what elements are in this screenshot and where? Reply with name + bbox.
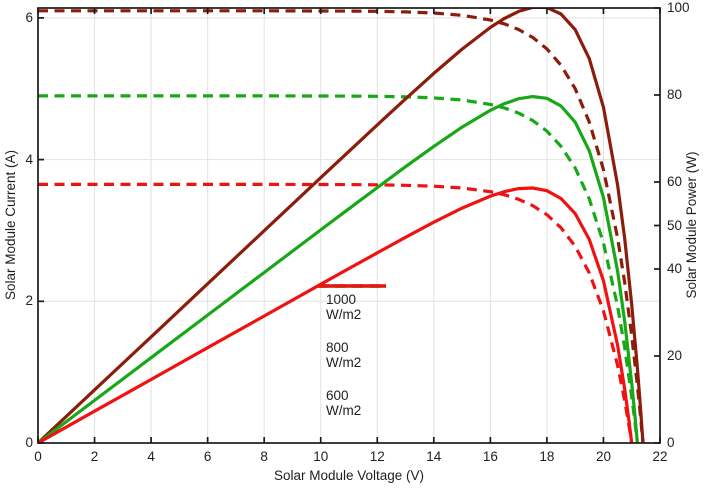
- legend: 1000 W/m2 800 W/m2 600 W/m2: [318, 283, 528, 427]
- left-y-tick-label: 0: [25, 435, 33, 450]
- legend-entry-1000: 1000 W/m2: [318, 283, 528, 331]
- x-tick-label: 8: [260, 449, 268, 464]
- right-y-axis-label: Solar Module Power (W): [684, 151, 699, 299]
- x-tick-label: 2: [90, 449, 99, 464]
- x-tick-label: 4: [147, 449, 155, 464]
- right-y-tick-label: 40: [667, 261, 683, 276]
- legend-entry-600: 600 W/m2: [318, 284, 528, 427]
- x-axis-label: Solar Module Voltage (V): [273, 468, 425, 483]
- x-tick-label: 22: [652, 449, 668, 464]
- x-tick-label: 6: [203, 449, 212, 464]
- pv-curve-1000: [38, 8, 645, 443]
- legend-label-1000: 1000 W/m2: [326, 292, 382, 322]
- right-y-tick-label: 80: [667, 87, 683, 102]
- x-tick-label: 10: [313, 449, 329, 464]
- iv-curve-600: [38, 182, 634, 443]
- x-tick-label: 16: [482, 449, 498, 464]
- legend-label-600: 600 W/m2: [326, 388, 382, 418]
- legend-label-600-value: 600: [326, 388, 349, 403]
- legend-label-800: 800 W/m2: [326, 340, 382, 370]
- left-y-tick-label: 4: [25, 151, 33, 167]
- right-y-tick-label: 50: [667, 217, 683, 233]
- legend-dashed-line-600: [318, 284, 380, 288]
- legend-label-600-unit: W/m2: [326, 403, 362, 418]
- x-tick-label: 18: [539, 449, 555, 464]
- iv-curve-800: [38, 94, 639, 443]
- right-y-tick-label: 100: [667, 0, 690, 15]
- x-tick-label: 12: [369, 449, 385, 464]
- legend-label-800-unit: W/m2: [326, 355, 362, 370]
- pv-curve-600: [38, 186, 634, 443]
- x-tick-label: 14: [426, 449, 442, 464]
- legend-label-1000-unit: W/m2: [326, 307, 362, 322]
- pv-curve-800: [38, 95, 639, 443]
- x-tick-label: 20: [595, 449, 611, 464]
- right-y-tick-label: 60: [667, 174, 683, 189]
- right-y-tick-label: 0: [667, 435, 675, 450]
- legend-label-800-value: 800: [326, 340, 349, 355]
- left-y-tick-label: 6: [25, 9, 33, 25]
- left-y-axis-label: Solar Module Current (A): [3, 149, 18, 301]
- legend-entry-800: 800 W/m2: [318, 284, 528, 379]
- x-tick-label: 0: [34, 449, 42, 464]
- left-y-tick-label: 2: [25, 293, 33, 309]
- legend-label-1000-value: 1000: [326, 292, 357, 307]
- iv-curve-1000: [38, 9, 645, 443]
- right-y-tick-label: 20: [667, 348, 683, 363]
